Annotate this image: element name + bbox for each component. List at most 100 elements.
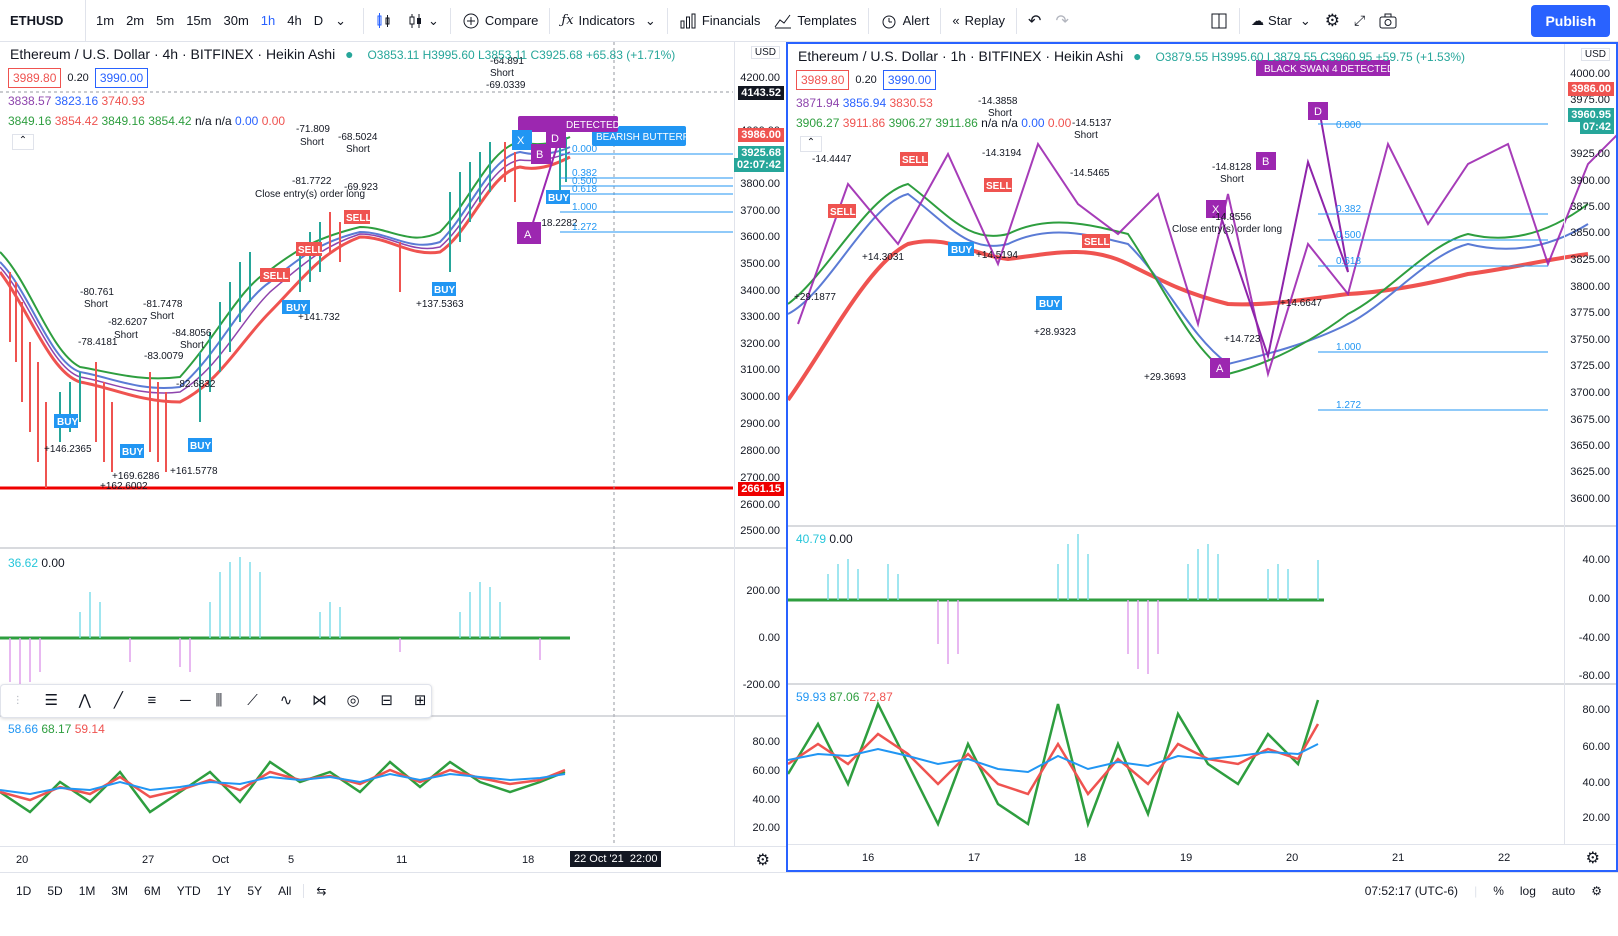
xabcd-icon[interactable]: ⋈ bbox=[312, 692, 328, 709]
goto-date-icon[interactable]: ⇆ bbox=[303, 883, 334, 898]
svg-text:B: B bbox=[536, 149, 543, 161]
bar-style-icon[interactable] bbox=[368, 0, 400, 42]
bid-price[interactable]: 3989.80 bbox=[8, 68, 62, 88]
right-chart-legend[interactable]: Ethereum / U.S. Dollar · 1h · BITFINEX ·… bbox=[798, 48, 1465, 64]
layout-icon[interactable] bbox=[1203, 0, 1235, 42]
horizontal-line-icon[interactable]: ─ bbox=[180, 692, 191, 709]
left-chart-canvas[interactable]: -80.761 Short -82.6207 Short -81.7478 Sh… bbox=[0, 42, 786, 872]
log-toggle[interactable]: log bbox=[1519, 883, 1536, 898]
currency-selector[interactable]: USD bbox=[1580, 48, 1610, 61]
lines-icon[interactable]: ☰ bbox=[44, 692, 59, 709]
annotation-text: +14.6647 bbox=[1280, 298, 1322, 309]
fib-label: 0.382 bbox=[572, 168, 597, 179]
interval-4h[interactable]: 4h bbox=[287, 13, 302, 28]
spread-value: 0.20 bbox=[855, 74, 877, 86]
svg-text:SELL: SELL bbox=[263, 271, 289, 282]
ray-icon[interactable]: ⟋ bbox=[247, 692, 258, 709]
cloud-icon: ☁ bbox=[1251, 12, 1265, 28]
annotation-text: Close entry(s) order long bbox=[1172, 224, 1282, 235]
interval-1m[interactable]: 1m bbox=[96, 13, 115, 28]
range-3M[interactable]: 3M bbox=[111, 883, 129, 898]
annotation-text: Short bbox=[150, 311, 174, 322]
drag-handle-icon[interactable]: ⋮ bbox=[12, 695, 23, 706]
interval-30m[interactable]: 30m bbox=[223, 13, 249, 28]
redo-icon[interactable]: ↷ bbox=[1055, 12, 1069, 30]
left-chart-pane[interactable]: -80.761 Short -82.6207 Short -81.7478 Sh… bbox=[0, 42, 786, 872]
interval-D[interactable]: D bbox=[313, 13, 324, 28]
price-tag: 4143.52 bbox=[738, 86, 784, 100]
range-All[interactable]: All bbox=[278, 883, 292, 898]
scale-settings-gear-icon[interactable]: ⚙ bbox=[1591, 883, 1602, 898]
right-chart-pane[interactable]: 0.000 0.382 0.500 0.618 1.000 1.272 BLAC… bbox=[786, 42, 1618, 872]
range-6M[interactable]: 6M bbox=[144, 883, 161, 898]
currency-selector[interactable]: USD bbox=[750, 46, 780, 59]
osc1-legend[interactable]: 40.79 0.00 bbox=[796, 532, 853, 546]
gann-fan-icon[interactable]: ⊟ bbox=[380, 692, 393, 709]
interval-5m[interactable]: 5m bbox=[156, 13, 175, 28]
range-1Y[interactable]: 1Y bbox=[216, 883, 232, 898]
annotation-text: +29.1877 bbox=[794, 292, 836, 303]
right-chart-canvas[interactable]: 0.000 0.382 0.500 0.618 1.000 1.272 BLAC… bbox=[788, 44, 1616, 870]
axis-settings-gear-icon[interactable]: ⚙ bbox=[755, 852, 770, 869]
indicator-legend-2[interactable]: 3849.16 3854.42 3849.16 3854.42 n/a n/a … bbox=[8, 114, 286, 128]
percent-toggle[interactable]: % bbox=[1493, 883, 1504, 898]
interval-2m[interactable]: 2m bbox=[126, 13, 145, 28]
right-time-axis[interactable]: 16 17 18 19 20 21 22 ⚙ bbox=[788, 844, 1616, 870]
auto-toggle[interactable]: auto bbox=[1551, 883, 1576, 898]
ask-price[interactable]: 3990.00 bbox=[882, 70, 937, 90]
replay-button[interactable]: « Replay bbox=[952, 13, 1006, 28]
interval-15m[interactable]: 15m bbox=[186, 13, 212, 28]
collapse-legend-icon[interactable]: ⌃ bbox=[800, 136, 822, 152]
range-1M[interactable]: 1M bbox=[78, 883, 96, 898]
annotation-text: -14.3858 bbox=[978, 96, 1018, 107]
measure-icon[interactable]: ⊞ bbox=[413, 692, 427, 709]
symbol-search[interactable]: ETHUSD bbox=[0, 0, 86, 42]
bid-price[interactable]: 3989.80 bbox=[796, 70, 850, 90]
axis-settings-gear-icon[interactable]: ⚙ bbox=[1585, 850, 1600, 867]
indicator-legend-1[interactable]: 3871.94 3856.94 3830.53 bbox=[796, 96, 933, 110]
interval-1h[interactable]: 1h bbox=[260, 13, 276, 28]
parallel-channel-icon[interactable]: ⫼ bbox=[215, 692, 223, 709]
left-chart-legend[interactable]: Ethereum / U.S. Dollar · 4h · BITFINEX ·… bbox=[10, 46, 675, 62]
indicators-button[interactable]: ƒx Indicators ⌄ bbox=[561, 12, 656, 29]
trend-line-icon[interactable]: ╱ bbox=[113, 692, 123, 709]
ask-price[interactable]: 3990.00 bbox=[94, 68, 149, 88]
status-dot-icon: ● bbox=[1133, 48, 1142, 64]
osc2-legend[interactable]: 59.93 87.06 72.87 bbox=[796, 690, 893, 704]
range-1D[interactable]: 1D bbox=[16, 883, 32, 898]
range-YTD[interactable]: YTD bbox=[176, 883, 201, 898]
osc2-legend[interactable]: 58.66 68.17 59.14 bbox=[8, 722, 105, 736]
indicator-legend-1[interactable]: 3838.57 3823.16 3740.93 bbox=[8, 94, 145, 108]
annotation-text: +29.3693 bbox=[1144, 372, 1186, 383]
star-dropdown[interactable]: ☁ Star ⌄ bbox=[1251, 12, 1311, 29]
publish-button[interactable]: Publish bbox=[1531, 4, 1610, 37]
clock-time[interactable]: 07:52:17 (UTC-6) bbox=[1364, 883, 1459, 898]
annotation-text: Short bbox=[346, 144, 370, 155]
templates-button[interactable]: Templates bbox=[767, 0, 863, 42]
range-5Y[interactable]: 5Y bbox=[247, 883, 263, 898]
compare-button[interactable]: Compare bbox=[455, 0, 545, 42]
fib-icon[interactable]: ≡ bbox=[147, 692, 157, 709]
alert-button[interactable]: Alert bbox=[873, 0, 937, 42]
right-price-axis[interactable]: USD 4000.00 3975.00 3925.00 3900.00 3875… bbox=[1564, 44, 1616, 844]
left-price-axis[interactable]: USD 4200.00 4000.00 3800.00 3700.00 3600… bbox=[733, 42, 786, 846]
collapse-legend-icon[interactable]: ⌃ bbox=[12, 134, 34, 150]
chart-type-icon[interactable]: ⌄ bbox=[400, 0, 446, 42]
undo-icon[interactable]: ↶ bbox=[1028, 12, 1042, 30]
settings-gear-icon[interactable]: ⚙ bbox=[1324, 10, 1341, 30]
ohlc-values: O3879.55 H3995.60 L3879.55 C3960.95 +59.… bbox=[1155, 50, 1466, 64]
fullscreen-icon[interactable]: ⤢ bbox=[1354, 12, 1366, 28]
indicators-dropdown-icon[interactable]: ⌄ bbox=[644, 12, 656, 28]
osc1-legend[interactable]: 36.62 0.00 bbox=[8, 556, 65, 570]
financials-button[interactable]: Financials bbox=[672, 0, 768, 42]
camera-icon[interactable] bbox=[1372, 0, 1404, 42]
spiral-icon[interactable]: ◎ bbox=[346, 692, 360, 709]
range-5D[interactable]: 5D bbox=[47, 883, 63, 898]
left-time-axis[interactable]: 20 27 Oct 5 11 18 22 Oct '21 22:00 ⚙ bbox=[0, 846, 786, 872]
pattern-icon[interactable]: ⋀ bbox=[78, 692, 91, 709]
svg-text:B: B bbox=[1262, 156, 1269, 168]
drawing-toolbar[interactable]: ⋮ ☰ ⋀ ╱ ≡ ─ ⫼ ⟋ ∿ ⋈ ◎ ⊟ ⊞ bbox=[0, 684, 432, 718]
indicator-legend-2[interactable]: 3906.27 3911.86 3906.27 3911.86 n/a n/a … bbox=[796, 116, 1072, 130]
elliott-wave-icon[interactable]: ∿ bbox=[279, 692, 293, 709]
interval-dropdown-icon[interactable]: ⌄ bbox=[335, 12, 347, 28]
